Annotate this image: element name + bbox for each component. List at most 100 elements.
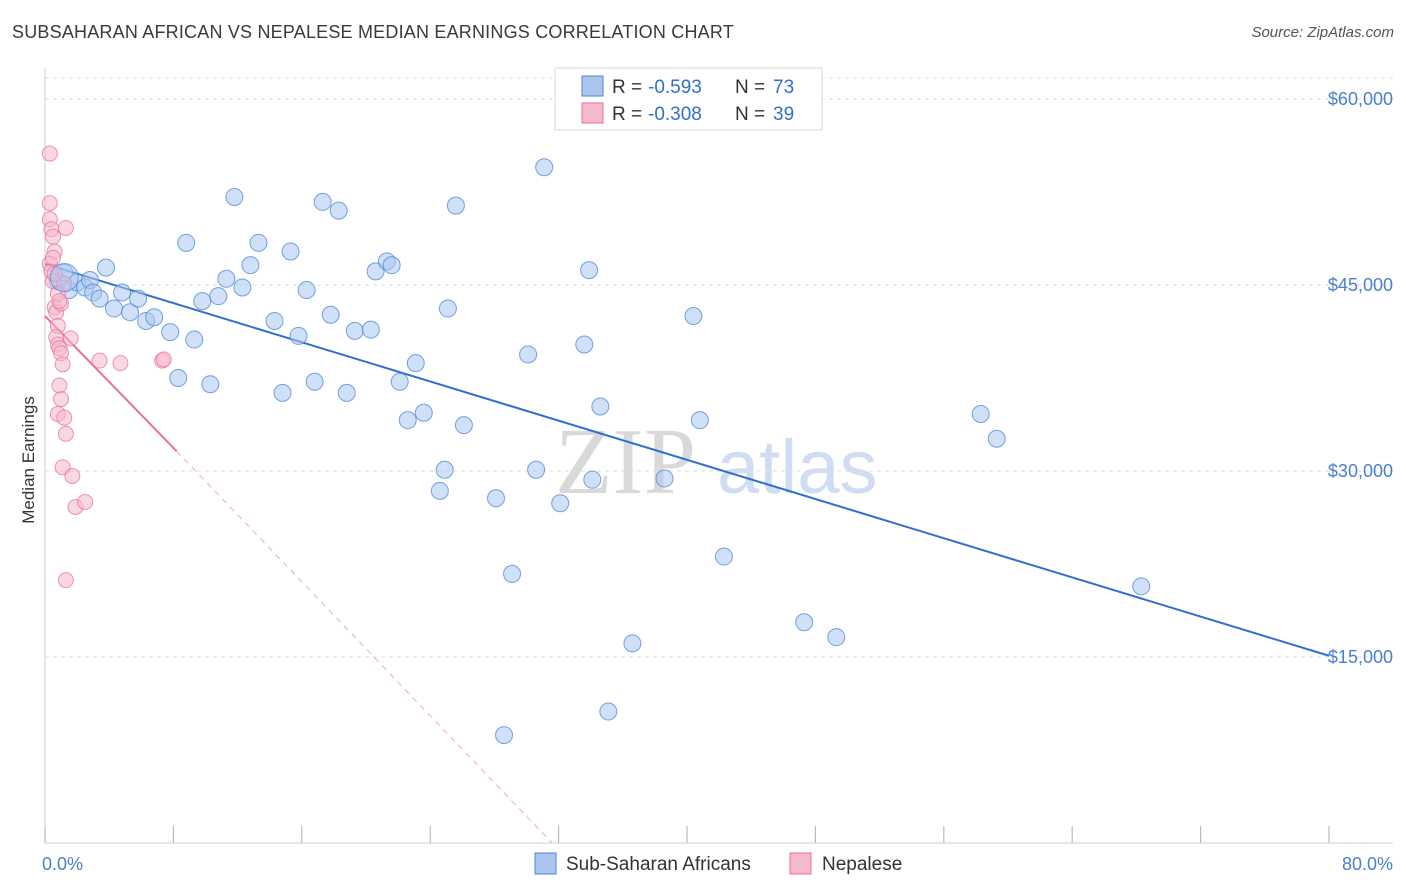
point-sub-saharan xyxy=(551,494,570,513)
point-sub-saharan xyxy=(177,233,196,252)
point-nepalese xyxy=(155,351,172,368)
point-sub-saharan xyxy=(145,308,164,327)
legend-r-value-1: -0.593 xyxy=(648,77,702,98)
point-nepalese xyxy=(64,467,81,484)
point-nepalese xyxy=(57,572,74,589)
point-sub-saharan xyxy=(591,397,610,416)
legend-swatch-pink xyxy=(581,102,604,124)
point-nepalese xyxy=(51,293,68,310)
point-nepalese xyxy=(112,355,129,372)
x-tick-label-min: 0.0% xyxy=(42,854,83,874)
point-nepalese xyxy=(41,195,58,212)
y-tick-label: $15,000 xyxy=(1328,647,1393,667)
legend-r-label-2: R = xyxy=(612,104,642,125)
point-sub-saharan xyxy=(390,372,409,391)
point-nepalese xyxy=(53,391,70,408)
point-sub-saharan xyxy=(297,280,316,299)
point-nepalese xyxy=(45,249,62,266)
point-nepalese xyxy=(54,356,71,373)
legend-n-label-2: N = xyxy=(735,104,765,125)
point-sub-saharan xyxy=(398,411,417,430)
point-nepalese xyxy=(91,352,108,369)
legend: R = -0.593 N = 73 R = -0.308 N = 39 xyxy=(554,67,823,131)
point-sub-saharan xyxy=(382,256,401,275)
point-sub-saharan xyxy=(487,489,506,508)
point-sub-saharan xyxy=(225,187,244,206)
point-sub-saharan xyxy=(49,263,79,293)
y-tick-label: $30,000 xyxy=(1328,461,1393,481)
x-tick-label-max: 80.0% xyxy=(1342,854,1393,874)
point-sub-saharan xyxy=(113,283,132,302)
point-sub-saharan xyxy=(435,460,454,479)
source-label: Source: ZipAtlas.com xyxy=(1251,24,1394,41)
point-sub-saharan xyxy=(193,292,212,311)
point-sub-saharan xyxy=(623,634,642,653)
y-tick-label: $45,000 xyxy=(1328,275,1393,295)
point-nepalese xyxy=(57,219,74,236)
point-sub-saharan xyxy=(96,258,115,277)
point-sub-saharan xyxy=(361,320,380,339)
legend-n-value-1: 73 xyxy=(773,77,794,98)
bottom-legend-swatch-pink xyxy=(789,852,812,875)
point-sub-saharan xyxy=(241,256,260,275)
trendline-nepalese-extended xyxy=(176,450,553,844)
point-sub-saharan xyxy=(281,242,300,261)
trendline-sub-saharan xyxy=(44,262,1330,657)
point-sub-saharan xyxy=(827,628,846,647)
point-sub-saharan xyxy=(209,287,228,306)
legend-r-value-2: -0.308 xyxy=(648,104,702,125)
point-sub-saharan xyxy=(503,564,522,583)
legend-n-label-1: N = xyxy=(735,77,765,98)
point-sub-saharan xyxy=(414,403,433,422)
point-sub-saharan xyxy=(535,158,554,177)
point-sub-saharan xyxy=(599,702,618,721)
point-sub-saharan xyxy=(430,481,449,500)
bottom-legend-label-pink: Nepalese xyxy=(822,854,902,875)
point-sub-saharan xyxy=(217,269,236,288)
point-sub-saharan xyxy=(454,416,473,435)
point-sub-saharan xyxy=(655,469,674,488)
watermark-atlas: atlas xyxy=(717,425,878,510)
point-sub-saharan xyxy=(406,354,425,373)
y-tick-label: $60,000 xyxy=(1328,89,1393,109)
point-nepalese xyxy=(62,330,79,347)
point-sub-saharan xyxy=(105,299,124,318)
y-axis-label: Median Earnings xyxy=(19,396,38,524)
point-sub-saharan xyxy=(987,429,1006,448)
point-nepalese xyxy=(56,409,73,426)
bottom-legend-swatch-blue xyxy=(534,852,557,875)
point-sub-saharan xyxy=(289,326,308,345)
point-sub-saharan xyxy=(169,369,188,387)
point-sub-saharan xyxy=(446,196,465,215)
point-sub-saharan xyxy=(305,372,324,391)
point-sub-saharan xyxy=(273,383,292,402)
point-sub-saharan xyxy=(495,726,514,745)
bottom-legend: Sub-Saharan Africans Nepalese xyxy=(534,852,902,875)
point-nepalese xyxy=(51,377,68,394)
point-sub-saharan xyxy=(321,305,340,324)
point-sub-saharan xyxy=(971,404,990,423)
legend-swatch-blue xyxy=(581,75,604,97)
point-sub-saharan xyxy=(519,345,538,364)
legend-n-value-2: 39 xyxy=(773,104,794,125)
point-nepalese xyxy=(57,425,74,442)
point-sub-saharan xyxy=(795,613,814,632)
point-sub-saharan xyxy=(527,460,546,479)
point-sub-saharan xyxy=(575,335,594,354)
point-sub-saharan xyxy=(337,383,356,402)
point-sub-saharan xyxy=(201,375,220,394)
point-sub-saharan xyxy=(583,470,602,489)
point-sub-saharan xyxy=(684,307,703,325)
point-sub-saharan xyxy=(161,323,180,342)
point-sub-saharan xyxy=(233,278,252,297)
point-sub-saharan xyxy=(249,233,268,252)
point-sub-saharan xyxy=(265,311,284,330)
point-sub-saharan xyxy=(313,192,332,211)
point-sub-saharan xyxy=(129,289,148,308)
chart-title: SUBSAHARAN AFRICAN VS NEPALESE MEDIAN EA… xyxy=(12,22,734,42)
point-sub-saharan xyxy=(580,261,599,280)
point-sub-saharan xyxy=(438,299,457,318)
point-sub-saharan xyxy=(329,201,348,220)
point-sub-saharan xyxy=(90,289,109,308)
